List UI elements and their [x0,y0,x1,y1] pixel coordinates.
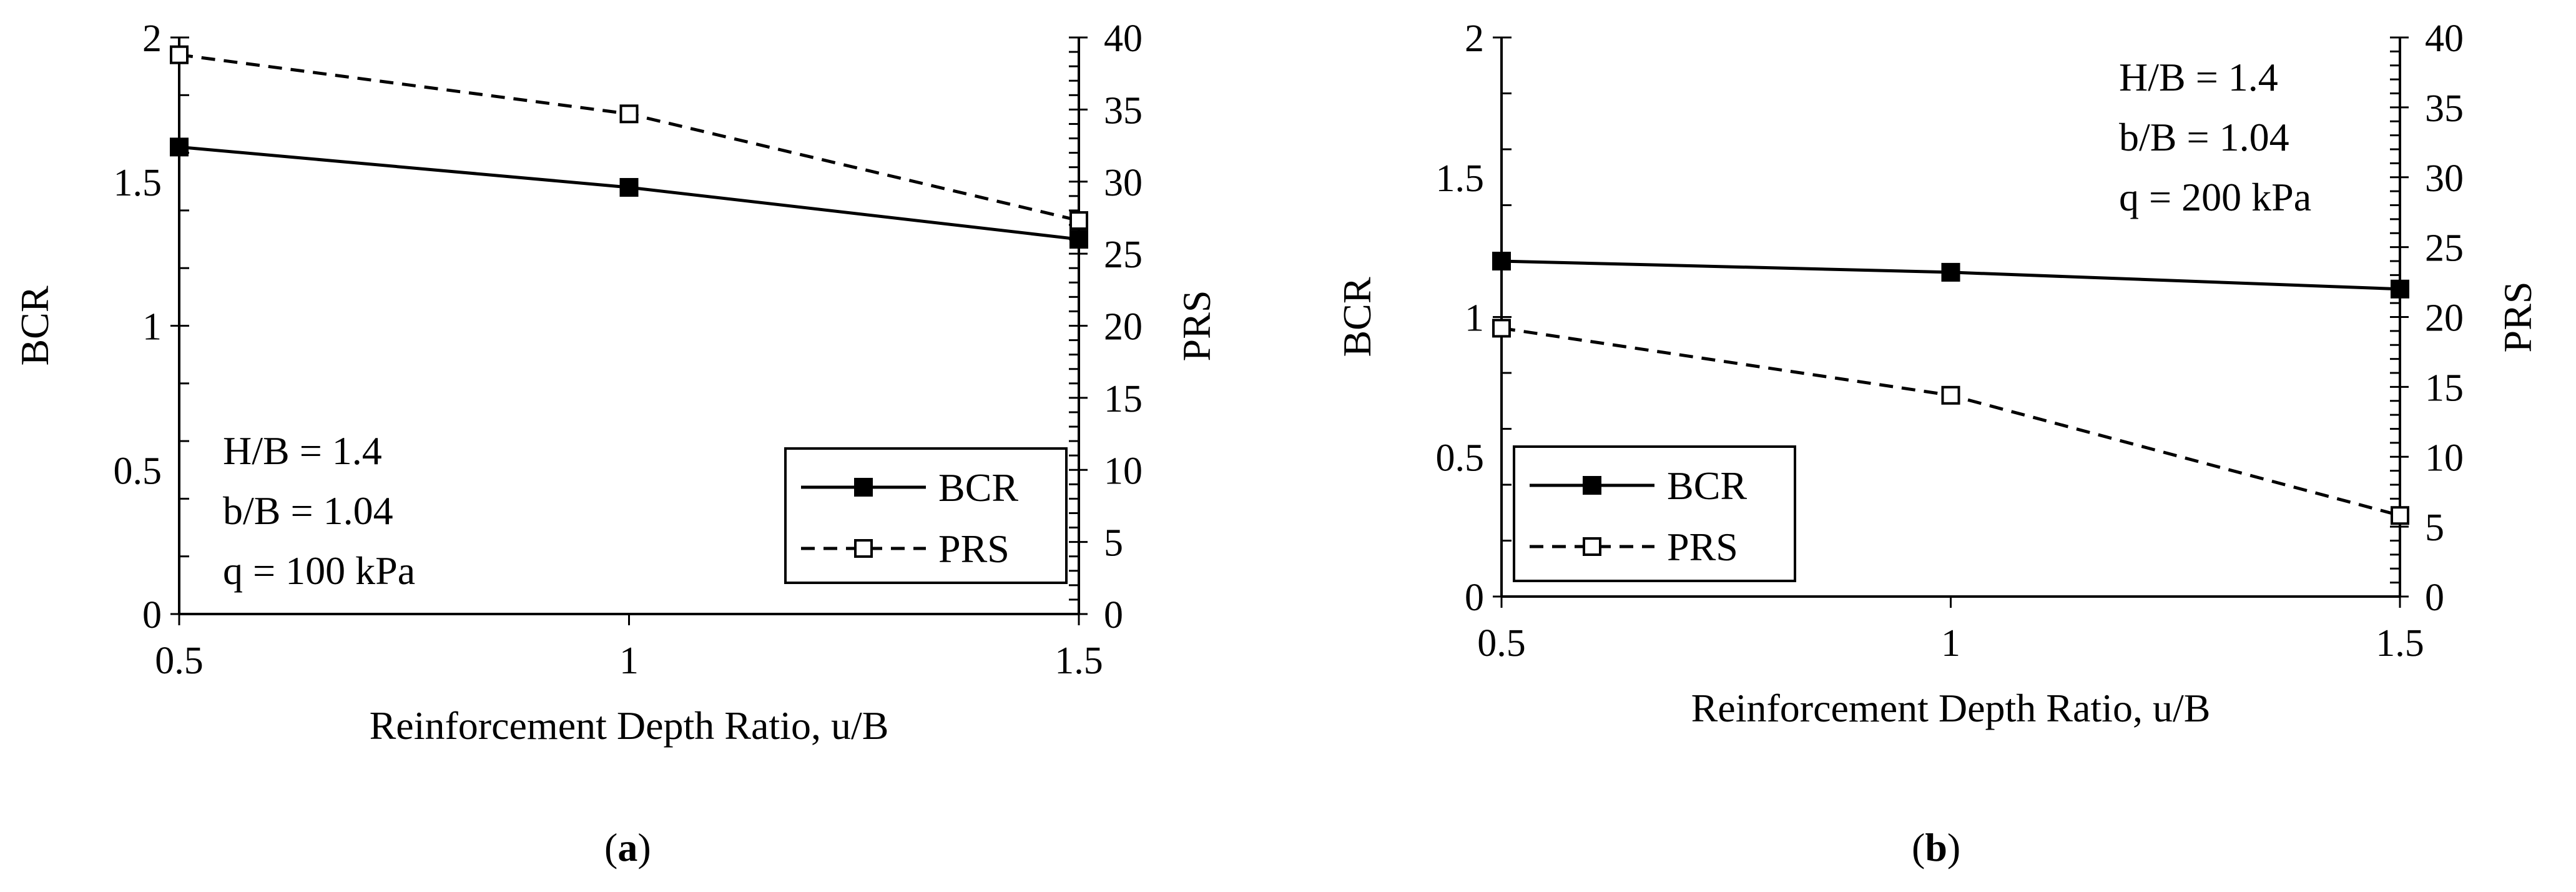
data-point-bcr [619,177,639,197]
parameter-annotation: H/B = 1.4 [223,429,382,473]
data-point-prs [2391,506,2409,525]
right-tick-label: 10 [1104,450,1143,492]
right-axis-label: PRS [2495,282,2540,353]
left-tick-label: 1.5 [1436,157,1485,200]
right-tick-label: 0 [2425,577,2444,619]
right-tick-label: 10 [2425,437,2464,479]
data-point-prs [170,45,189,64]
legend-label-bcr: BCR [938,465,1018,510]
right-tick-label: 5 [1104,522,1123,565]
data-point-bcr [1941,262,1960,282]
left-tick-label: 2 [1465,17,1484,60]
data-point-prs [1492,319,1511,338]
left-tick-label: 1 [1465,297,1484,340]
legend-marker-prs [854,539,873,558]
left-tick-label: 0 [1465,577,1484,619]
data-point-prs [1941,385,1960,405]
right-tick-label: 40 [2425,17,2464,60]
right-tick-label: 15 [1104,378,1143,420]
panel-b-caption-letter: b [1925,825,1947,870]
right-tick-label: 30 [2425,157,2464,200]
x-tick-label: 0.5 [155,640,204,682]
left-tick-label: 0 [142,594,162,637]
x-tick-label: 1 [619,640,639,682]
x-axis-label: Reinforcement Depth Ratio, u/B [1691,686,2211,730]
data-point-bcr [2391,279,2409,299]
x-axis-label: Reinforcement Depth Ratio, u/B [370,703,889,748]
panel-a-caption-letter: a [617,825,638,870]
panel-b-caption: (b) [1912,825,1961,870]
left-tick-label: 1.5 [114,162,162,204]
legend-marker-prs [1583,537,1601,556]
right-tick-label: 30 [1104,162,1143,204]
legend-label-prs: PRS [1667,525,1738,569]
legend-label-prs: PRS [938,527,1010,571]
legend-box [1513,445,1796,582]
right-tick-label: 5 [2425,507,2444,549]
data-point-prs [1069,211,1088,230]
left-axis-label: BCR [12,285,57,365]
data-point-bcr [1069,230,1088,249]
legend-marker-bcr [1583,476,1601,495]
x-tick-label: 0.5 [1477,622,1526,665]
parameter-annotation: b/B = 1.04 [223,488,393,533]
x-tick-label: 1.5 [1054,640,1103,682]
left-axis-label: BCR [1335,277,1379,357]
parameter-annotation: H/B = 1.4 [2119,55,2278,99]
left-tick-label: 1 [142,306,162,349]
right-tick-label: 20 [1104,306,1143,349]
legend-box [784,447,1068,584]
right-tick-label: 15 [2425,367,2464,409]
parameter-annotation: b/B = 1.04 [2119,115,2289,159]
right-tick-label: 40 [1104,17,1143,60]
left-tick-label: 0.5 [114,450,162,492]
legend-label-bcr: BCR [1667,463,1747,508]
x-tick-label: 1 [1941,622,1960,665]
data-point-bcr [1492,252,1511,270]
parameter-annotation: q = 100 kPa [223,548,415,593]
right-tick-label: 25 [1104,234,1143,276]
right-tick-label: 20 [2425,297,2464,340]
right-tick-label: 35 [2425,87,2464,130]
parameter-annotation: q = 200 kPa [2119,175,2311,219]
right-axis-label: PRS [1174,290,1219,362]
data-point-bcr [170,137,189,157]
right-tick-label: 25 [2425,227,2464,270]
legend-marker-bcr [854,478,873,497]
left-tick-label: 2 [142,17,162,60]
panel-a-caption: (a) [604,825,651,870]
left-tick-label: 0.5 [1436,437,1485,479]
right-tick-label: 35 [1104,89,1143,132]
x-tick-label: 1.5 [2376,622,2424,665]
right-tick-label: 0 [1104,594,1123,637]
data-point-prs [619,104,639,124]
